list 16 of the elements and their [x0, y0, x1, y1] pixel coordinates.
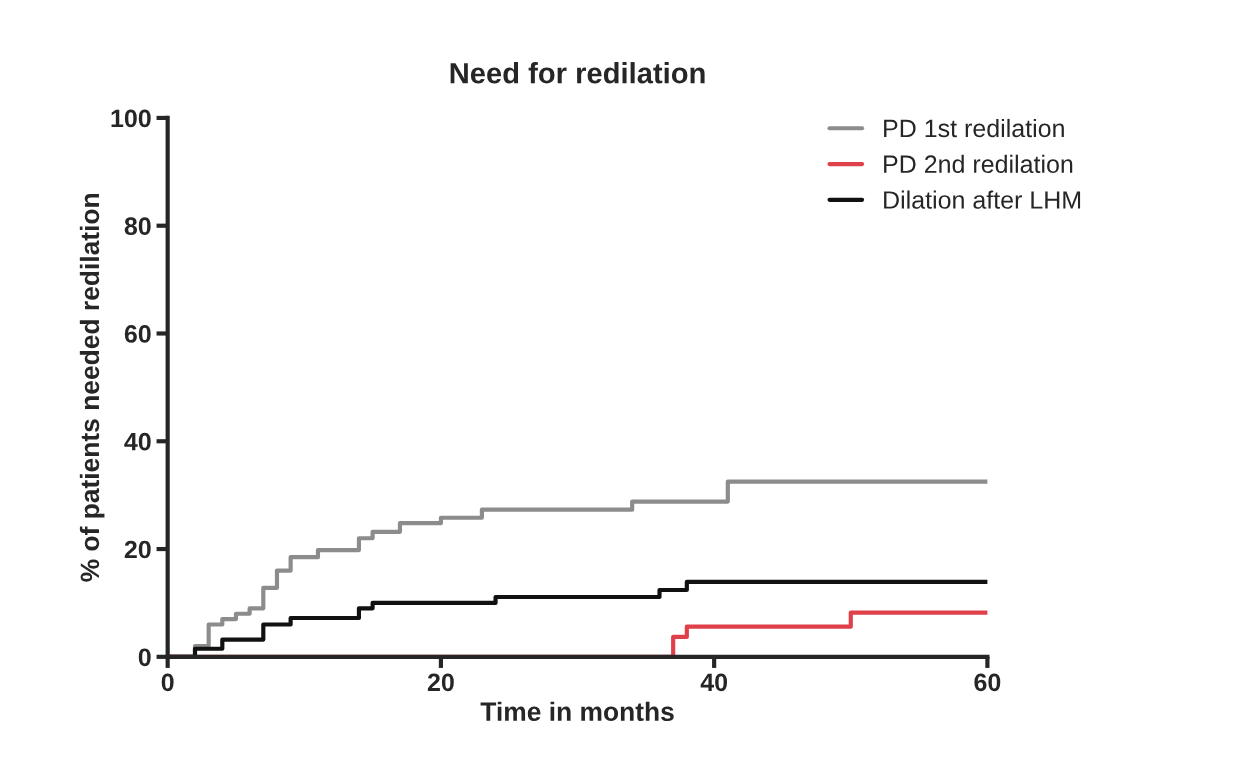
y-axis-title: % of patients needed redilation: [79, 193, 105, 582]
x-tick-label: 60: [974, 673, 1001, 692]
y-tick-label: 100: [111, 109, 151, 128]
chart-title: Need for redilation: [450, 62, 705, 84]
y-tick-label: 40: [124, 432, 151, 451]
y-tick-label: 60: [124, 325, 151, 343]
x-tick-label: 20: [427, 673, 454, 692]
y-tick-label: 80: [124, 217, 151, 236]
y-tick-label: 0: [138, 648, 151, 667]
x-tick-label: 40: [700, 673, 728, 692]
legend-label: PD 1st redilation: [884, 118, 1064, 138]
x-tick-label: 0: [161, 673, 174, 692]
legend-label: Dilation after LHM: [884, 190, 1081, 209]
x-axis-title: Time in months: [480, 701, 674, 722]
y-tick-label: 20: [124, 540, 151, 559]
legend-label: PD 2nd redilation: [884, 154, 1073, 174]
